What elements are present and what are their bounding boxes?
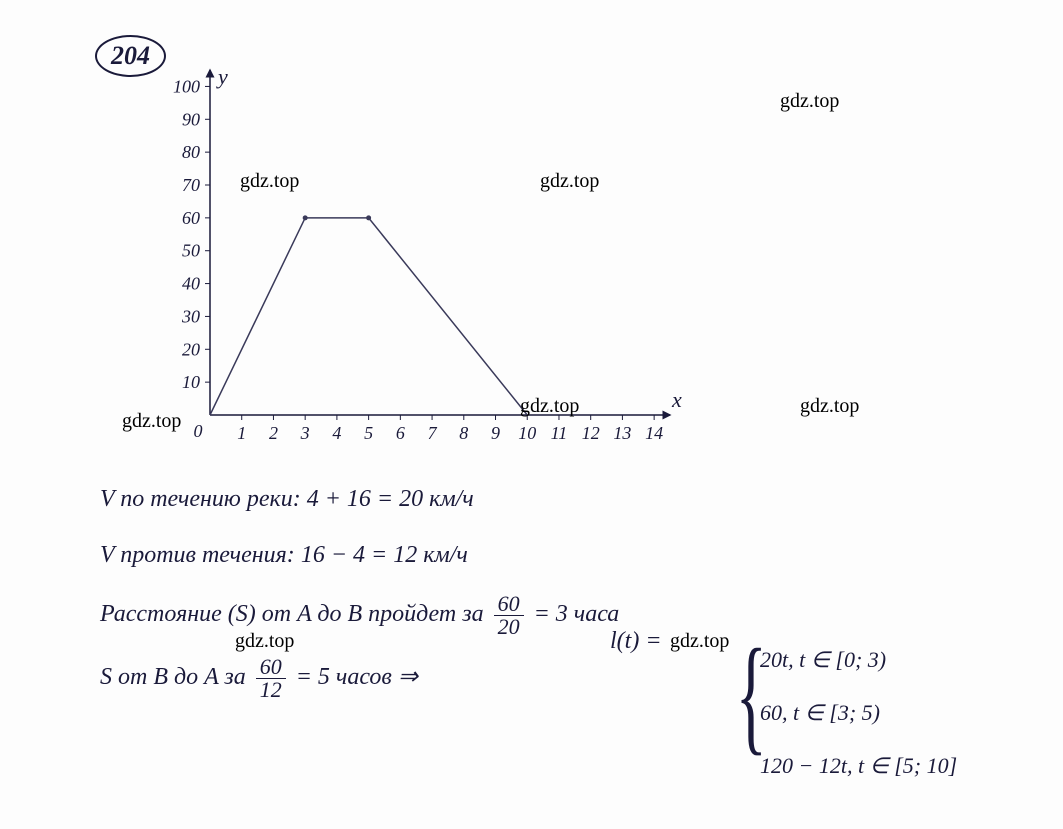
watermark-text: gdz.top — [780, 90, 839, 113]
svg-text:90: 90 — [182, 109, 200, 129]
watermark-text: gdz.top — [800, 395, 859, 418]
svg-text:8: 8 — [459, 423, 468, 443]
line2-prefix: V против течения: — [100, 542, 301, 568]
line3-prefix: Расстояние (S) от A до B пройдет за — [100, 601, 490, 627]
watermark-text: gdz.top — [520, 395, 579, 418]
line4-frac-den: 12 — [256, 679, 286, 701]
line3-suffix: = 3 часа — [534, 601, 620, 627]
piecewise-lhs: l(t) = — [610, 628, 662, 655]
watermark-text: gdz.top — [240, 170, 299, 193]
svg-text:x: x — [671, 387, 682, 412]
line4-suffix: = 5 часов ⇒ — [296, 664, 418, 690]
piecewise-case-3: 120 − 12t, t ∈ [5; 10] — [760, 740, 957, 793]
svg-text:2: 2 — [269, 423, 278, 443]
watermark-text: gdz.top — [122, 410, 181, 433]
piecewise-cases: 20t, t ∈ [0; 3) 60, t ∈ [3; 5) 120 − 12t… — [760, 634, 957, 792]
line1-prefix: V по течению реки: — [100, 486, 307, 512]
svg-text:60: 60 — [182, 208, 200, 228]
line2-calc: 16 − 4 = 12 км/ч — [301, 542, 468, 568]
line1-calc: 4 + 16 = 20 км/ч — [307, 486, 474, 512]
svg-text:14: 14 — [645, 423, 663, 443]
line4-fraction: 60 12 — [256, 656, 286, 701]
svg-text:6: 6 — [396, 423, 405, 443]
watermark-text: gdz.top — [540, 170, 599, 193]
svg-text:y: y — [216, 64, 228, 89]
svg-text:0: 0 — [194, 421, 203, 441]
svg-text:1: 1 — [237, 423, 246, 443]
svg-text:7: 7 — [428, 423, 438, 443]
svg-text:100: 100 — [173, 76, 200, 96]
svg-text:3: 3 — [300, 423, 310, 443]
svg-text:30: 30 — [181, 306, 200, 326]
svg-text:9: 9 — [491, 423, 500, 443]
svg-text:40: 40 — [182, 274, 200, 294]
line-chart-svg: 1234567891011121314102030405060708090100… — [140, 50, 690, 460]
svg-text:12: 12 — [582, 423, 600, 443]
svg-text:5: 5 — [364, 423, 373, 443]
line3-fraction: 60 20 — [494, 593, 524, 638]
solution-line-3: Расстояние (S) от A до B пройдет за 60 2… — [100, 593, 1020, 638]
svg-text:80: 80 — [182, 142, 200, 162]
piecewise-case-1: 20t, t ∈ [0; 3) — [760, 634, 957, 687]
svg-text:20: 20 — [182, 339, 200, 359]
svg-text:11: 11 — [551, 423, 568, 443]
svg-text:4: 4 — [332, 423, 341, 443]
svg-text:13: 13 — [613, 423, 631, 443]
piecewise-case-2: 60, t ∈ [3; 5) — [760, 687, 957, 740]
line3-frac-den: 20 — [494, 616, 524, 638]
line4-prefix: S от B до A за — [100, 664, 252, 690]
svg-text:50: 50 — [182, 241, 200, 261]
svg-text:70: 70 — [182, 175, 200, 195]
solution-line-1: V по течению реки: 4 + 16 = 20 км/ч — [100, 480, 1020, 518]
line3-frac-num: 60 — [494, 593, 524, 616]
svg-text:10: 10 — [518, 423, 536, 443]
chart-area: 1234567891011121314102030405060708090100… — [140, 50, 690, 460]
svg-text:10: 10 — [182, 372, 200, 392]
solution-line-2: V против течения: 16 − 4 = 12 км/ч — [100, 536, 1020, 574]
line4-frac-num: 60 — [256, 656, 286, 679]
